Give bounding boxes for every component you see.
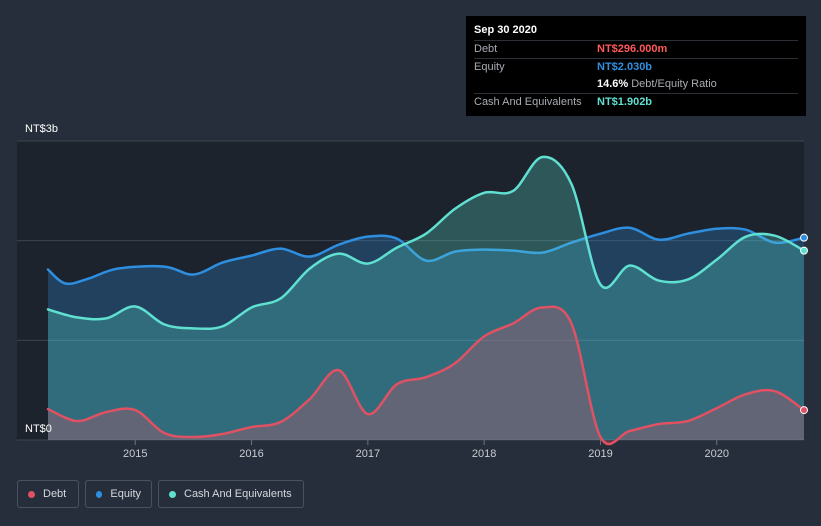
cash-and-equivalents-end-point [800,246,808,255]
tooltip-ratio-value: 14.6% [597,78,629,90]
y-axis-label-bottom: NT$0 [25,423,52,435]
legend-item-debt[interactable]: Debt [17,480,79,508]
legend-item-equity[interactable]: Equity [85,480,152,508]
x-tick-label: 2017 [356,448,380,460]
debt-end-point [800,406,808,415]
equity-end-point [800,233,808,242]
debt-legend-dot-icon [28,490,35,498]
tooltip-debt-row: Debt NT$296.000m [474,40,798,58]
x-tick-label: 2019 [588,448,612,460]
debt-area [48,306,804,445]
tooltip-date: Sep 30 2020 [474,24,537,36]
legend-debt-label: Debt [43,488,67,500]
equity-line [46,226,806,286]
legend-equity-label: Equity [110,488,141,500]
legend-item-cash[interactable]: Cash And Equivalents [158,480,304,508]
x-tick-label: 2015 [123,448,147,460]
plot-background [17,141,804,440]
y-axis-label-top: NT$3b [25,123,58,135]
tooltip-cash-label: Cash And Equivalents [474,96,582,108]
tooltip-equity-row: Equity NT$2.030b [474,58,798,76]
x-tick-label: 2018 [472,448,496,460]
tooltip-debt-value: NT$296.000m [597,43,668,55]
tooltip-equity-label: Equity [474,61,505,73]
legend-cash-label: Cash And Equivalents [184,488,292,500]
debt-line [46,305,806,446]
tooltip-equity-value: NT$2.030b [597,61,653,73]
cash-and-equivalents-line [46,155,806,331]
tooltip-cash-value: NT$1.902b [597,96,653,108]
x-tick-label: 2020 [705,448,729,460]
tooltip-ratio-label: Debt/Equity Ratio [631,78,717,90]
tooltip-cash-row: Cash And Equivalents NT$1.902b [474,93,798,111]
equity-legend-dot-icon [96,490,103,498]
cash-legend-dot-icon [169,490,176,498]
cash-and-equivalents-area [48,156,804,440]
x-tick-label: 2016 [239,448,263,460]
tooltip-debt-label: Debt [474,43,498,55]
chart-tooltip: Sep 30 2020 Debt NT$296.000m Equity NT$2… [466,16,806,116]
tooltip-ratio-row: 14.6% Debt/Equity Ratio [474,76,798,93]
